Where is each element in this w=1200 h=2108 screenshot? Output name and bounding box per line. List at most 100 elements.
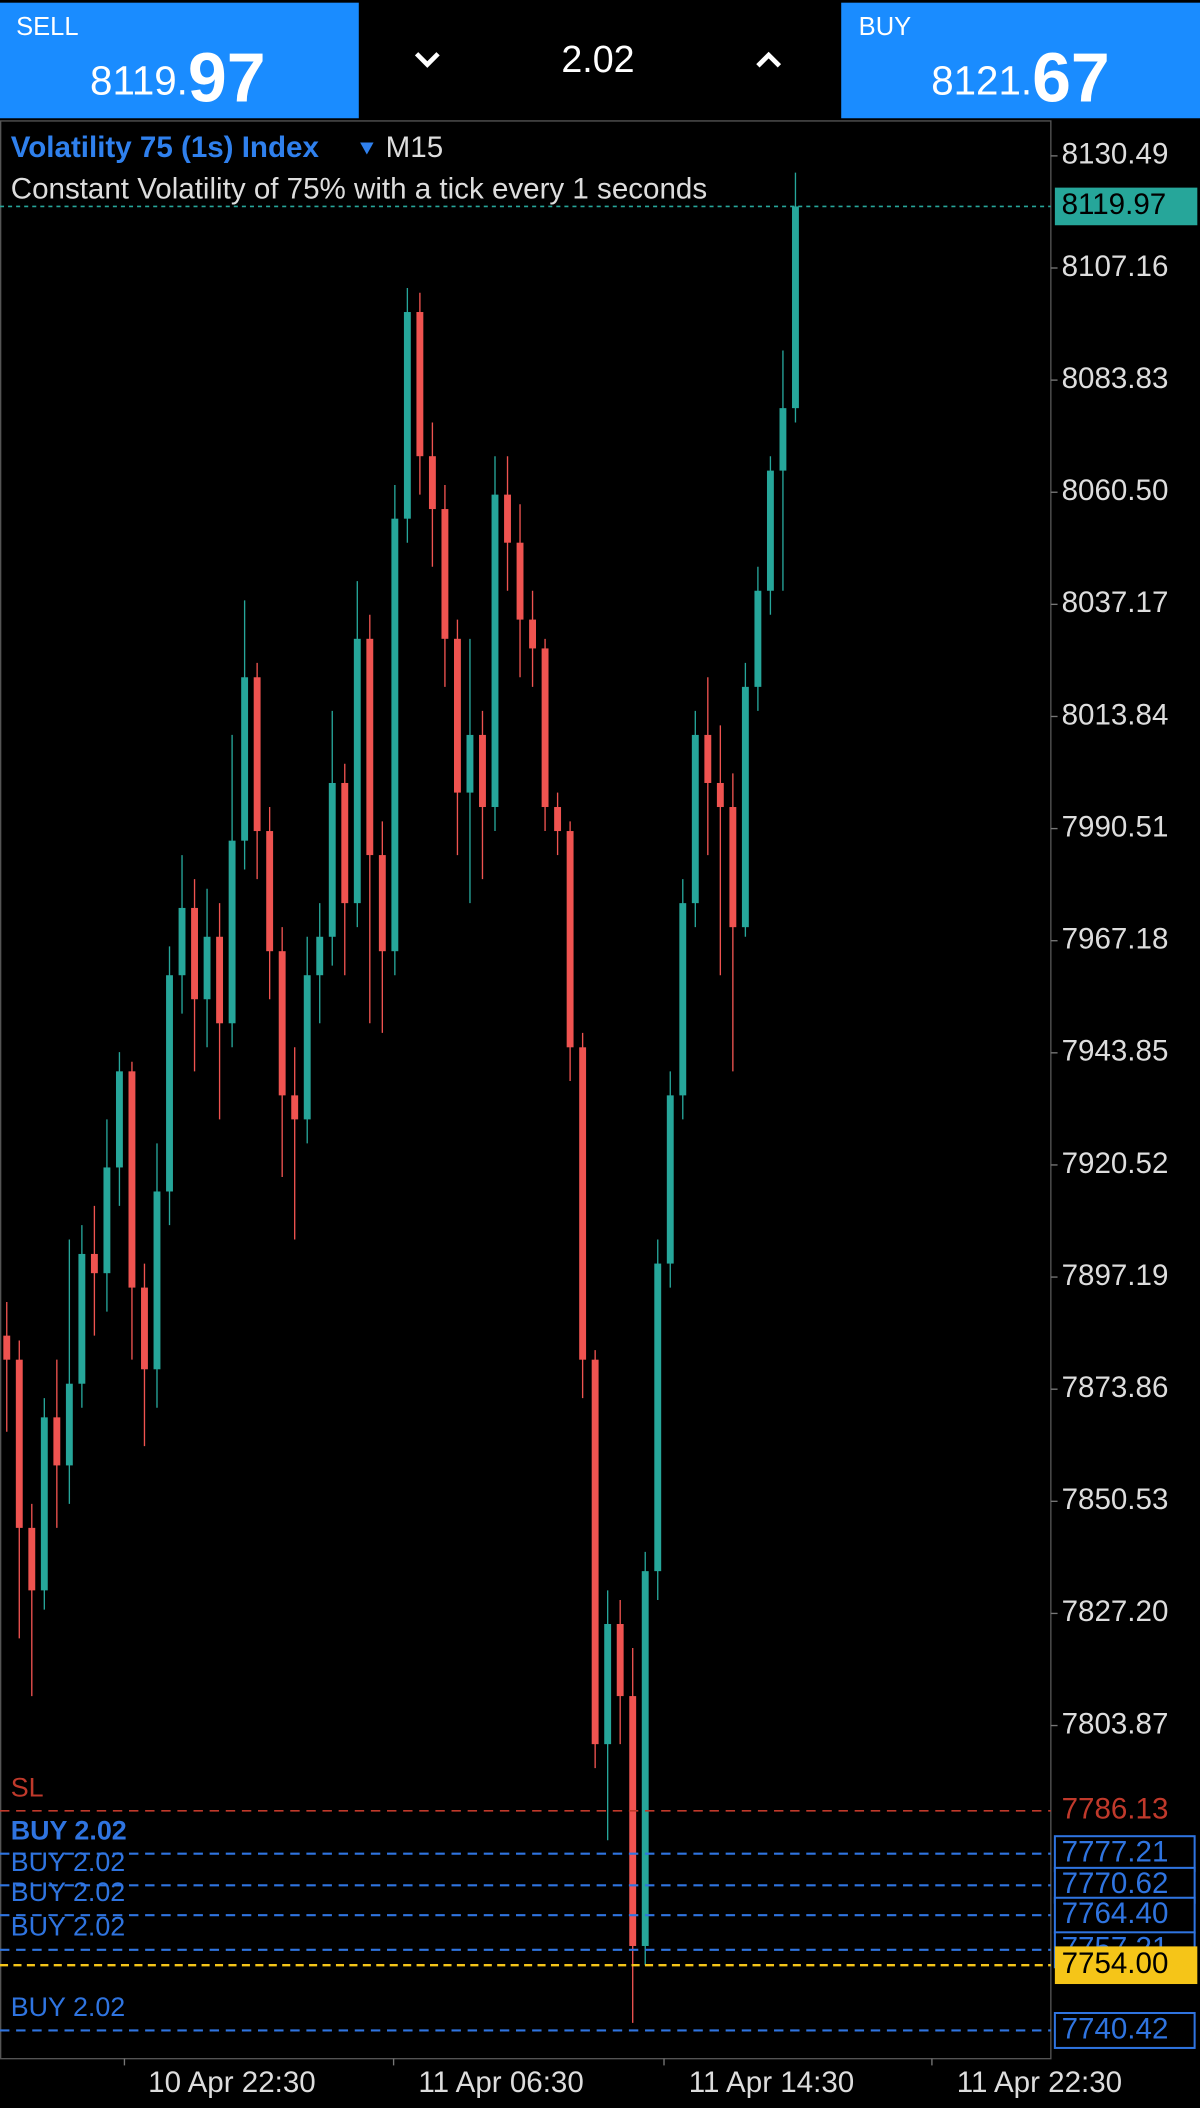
y-tick-label: 7990.51	[1062, 810, 1169, 843]
candle-body	[103, 1167, 111, 1274]
y-tick-label: 8013.84	[1062, 698, 1169, 731]
y-tick-label: 7943.85	[1062, 1035, 1169, 1068]
candle-body	[203, 936, 211, 1000]
candle-body	[15, 1359, 23, 1528]
candle-body	[604, 1623, 612, 1745]
chart-subtitle: Constant Volatility of 75% with a tick e…	[11, 173, 707, 206]
y-tick-label: 7803.87	[1062, 1707, 1169, 1740]
candle-body	[529, 619, 536, 649]
level-name: BUY 2.02	[11, 1911, 125, 1941]
candle-body	[128, 1071, 136, 1288]
ask-price-box	[1054, 1946, 1198, 1985]
sell-price-frac: 97	[188, 39, 266, 117]
candle-body	[178, 907, 186, 976]
candle-body	[453, 638, 461, 793]
chart-caption: Volatility 75 (1s) Index M15 Constant Vo…	[11, 131, 707, 206]
candle-body	[115, 1071, 123, 1168]
x-tick-label: 11 Apr 06:30	[418, 2066, 583, 2099]
candle-body	[516, 542, 524, 620]
sell-price: 8119.97	[90, 39, 266, 117]
y-tick-label: 8107.16	[1062, 250, 1169, 283]
level-name: BUY 2.02	[11, 1877, 125, 1907]
level-price-label: 7786.13	[1062, 1793, 1169, 1826]
y-tick-label: 8037.17	[1062, 586, 1169, 619]
candle-body	[378, 855, 386, 952]
candle-body	[403, 312, 411, 519]
candle-body	[391, 518, 399, 952]
volume[interactable]: 2.02	[561, 38, 634, 80]
buy-price-frac: 67	[1032, 39, 1110, 117]
last-price-label: 8119.97	[1062, 188, 1167, 221]
candle-body	[704, 734, 712, 783]
buy-button[interactable]	[841, 2, 1200, 119]
candle-body	[679, 903, 687, 1096]
candle-body	[266, 831, 274, 952]
level-name: BUY 2.02	[11, 1992, 125, 2022]
sell-button[interactable]	[0, 2, 359, 119]
y-tick-label: 7920.52	[1062, 1147, 1169, 1180]
symbol[interactable]: Volatility 75 (1s) Index	[11, 131, 320, 164]
candle-body	[541, 648, 549, 808]
volume-down[interactable]	[414, 52, 440, 68]
timeframe: M15	[386, 131, 443, 164]
candle-body	[491, 494, 499, 808]
sell-label: SELL	[16, 13, 78, 41]
candle-body	[278, 951, 286, 1096]
x-tick-label: 10 Apr 22:30	[148, 2066, 316, 2099]
buy-price-int: 8121.	[931, 58, 1032, 103]
symbol-dropdown[interactable]	[360, 142, 374, 155]
volume-up[interactable]	[756, 51, 782, 68]
candle-body	[792, 206, 799, 409]
level-name: BUY 2.02	[11, 1815, 127, 1845]
level-price-box	[1053, 1896, 1196, 1934]
candle-body	[216, 936, 224, 1024]
plot-frame	[0, 120, 1052, 2060]
candle-body	[90, 1253, 98, 1274]
candle-body	[253, 677, 261, 832]
level-name: SL	[11, 1772, 44, 1802]
last-price-box	[1054, 187, 1198, 226]
candle-body	[591, 1359, 599, 1745]
ask-price-label: 7754.00	[1062, 1947, 1169, 1980]
level-price-label: 7770.62	[1062, 1867, 1169, 1900]
candle-body	[28, 1527, 36, 1591]
candle-body	[691, 734, 699, 904]
y-tick-label: 7827.20	[1062, 1595, 1169, 1628]
buy-price: 8121.67	[931, 39, 1110, 117]
candle-body	[78, 1253, 86, 1384]
candle-body	[441, 509, 449, 639]
candle-body	[779, 408, 787, 471]
level-price-box	[1053, 1835, 1196, 1873]
candle-body	[479, 734, 486, 808]
y-tick-label: 7850.53	[1062, 1483, 1169, 1516]
level-price-label: 7740.42	[1062, 2012, 1169, 2045]
candle-body	[554, 807, 562, 832]
x-tick-label: 11 Apr 22:30	[957, 2066, 1122, 2099]
y-tick-label: 7967.18	[1062, 923, 1169, 956]
candle-body	[191, 907, 198, 1000]
level-name: BUY 2.02	[11, 1847, 125, 1877]
candle-body	[766, 470, 774, 591]
candle-body	[654, 1263, 662, 1572]
candle-body	[666, 1095, 674, 1264]
candle-body	[166, 975, 173, 1192]
candle-body	[316, 936, 324, 976]
candle-body	[504, 494, 511, 543]
candle-body	[303, 975, 311, 1120]
candle-body	[153, 1191, 161, 1370]
y-tick-label: 8060.50	[1062, 474, 1169, 507]
candle-body	[241, 677, 249, 841]
candle-body	[641, 1571, 649, 1946]
candle-body	[353, 638, 361, 904]
candle-body	[65, 1383, 73, 1466]
candle-body	[328, 782, 336, 937]
candle-body	[366, 638, 374, 856]
candle-body	[716, 782, 724, 808]
level-price-label: 7764.40	[1062, 1897, 1169, 1930]
candle-body	[729, 807, 737, 928]
candle-body	[341, 782, 349, 904]
candle-body	[579, 1047, 587, 1360]
candle-body	[616, 1623, 624, 1697]
candle-body	[141, 1287, 148, 1370]
